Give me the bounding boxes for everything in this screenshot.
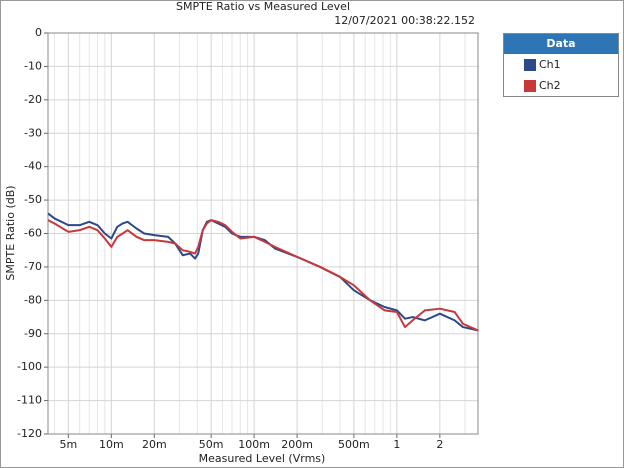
y-tick-label: -100 xyxy=(17,360,42,373)
y-tick-label: -70 xyxy=(24,260,42,273)
x-tick-label: 1 xyxy=(393,438,400,451)
y-tick-label: -110 xyxy=(17,394,42,407)
timestamp: 12/07/2021 00:38:22.152 xyxy=(334,14,475,27)
x-tick-label: 2 xyxy=(436,438,443,451)
plot-border xyxy=(47,32,479,435)
x-tick-label: 10m xyxy=(99,438,124,451)
x-tick-label: 200m xyxy=(281,438,313,451)
y-tick-label: -30 xyxy=(24,126,42,139)
y-axis-label: SMPTE Ratio (dB) xyxy=(4,185,17,280)
y-tick-label: -40 xyxy=(24,160,42,173)
legend-swatch xyxy=(524,80,536,92)
x-axis-label: Measured Level (Vrms) xyxy=(199,452,326,465)
y-tick-label: -60 xyxy=(24,227,42,240)
legend-title: Data xyxy=(546,37,575,50)
x-tick-label: 500m xyxy=(338,438,370,451)
chart-title: SMPTE Ratio vs Measured Level xyxy=(176,0,350,13)
x-tick-label: 100m xyxy=(238,438,270,451)
legend-swatch xyxy=(524,59,536,71)
series-line xyxy=(47,219,479,332)
y-tick-label: -10 xyxy=(24,59,42,72)
legend-label: Ch2 xyxy=(539,79,561,92)
legend-label: Ch1 xyxy=(539,58,561,71)
y-tick-label: 0 xyxy=(35,26,42,39)
legend: Data Ch1 Ch2 xyxy=(503,33,619,97)
x-tick-label: 50m xyxy=(199,438,224,451)
x-tick-label: 5m xyxy=(60,438,78,451)
y-tick-label: -90 xyxy=(24,327,42,340)
y-tick-label: -80 xyxy=(24,293,42,306)
y-tick-label: -20 xyxy=(24,93,42,106)
y-tick-label: -50 xyxy=(24,193,42,206)
legend-header xyxy=(504,34,618,54)
y-tick-label: -120 xyxy=(17,427,42,440)
x-tick-label: 20m xyxy=(142,438,167,451)
